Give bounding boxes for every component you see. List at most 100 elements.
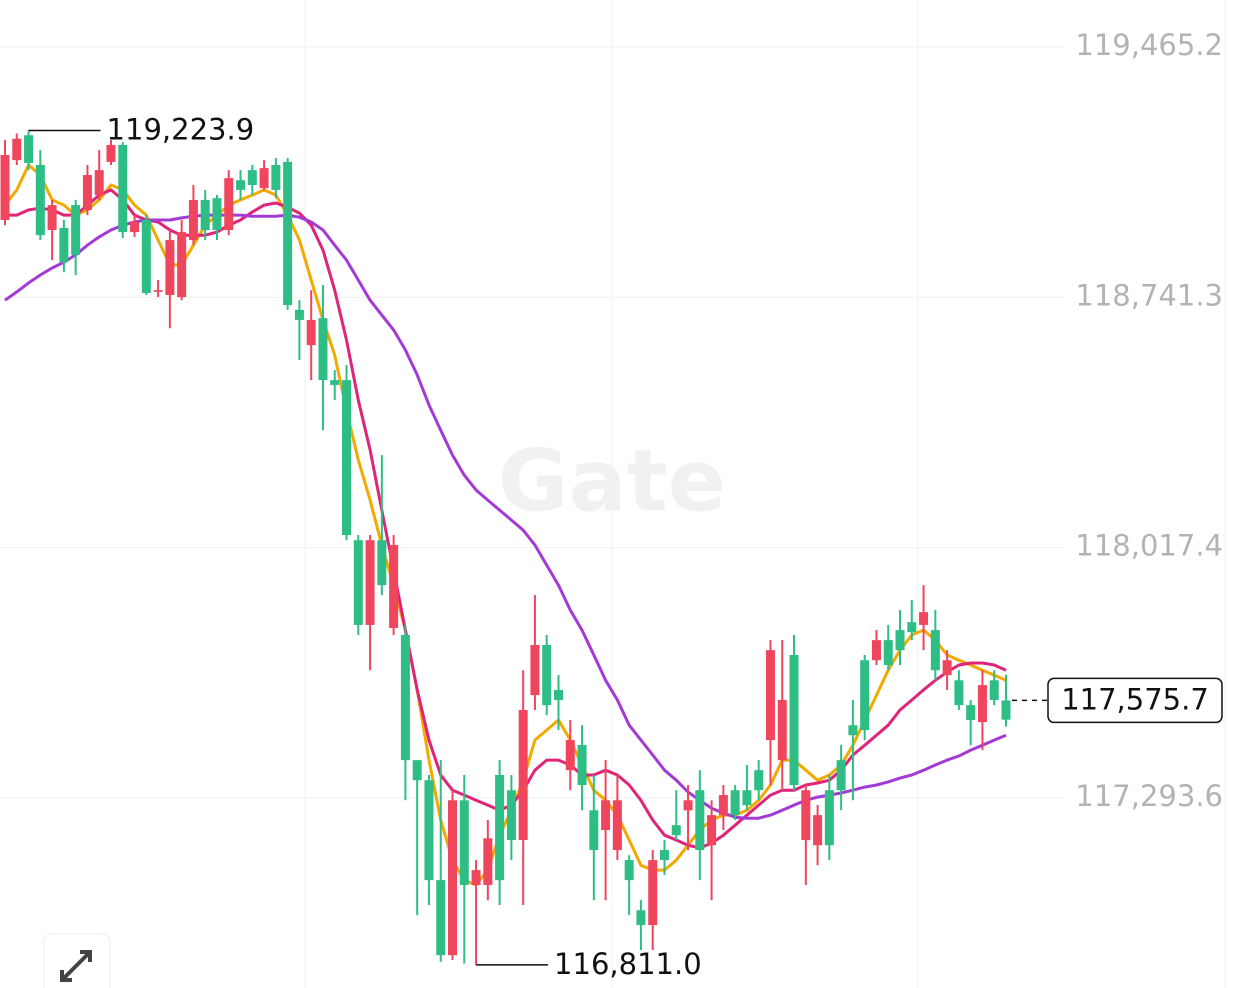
candle-body <box>506 790 516 841</box>
candle-body <box>153 290 163 292</box>
candle-body <box>977 685 987 723</box>
candle-body <box>12 138 22 161</box>
candle-body <box>624 860 634 881</box>
candle-body <box>813 815 823 846</box>
candle-body <box>860 660 870 731</box>
grid <box>0 46 1065 799</box>
candle-body <box>283 161 293 306</box>
candle-body <box>824 790 834 846</box>
candle-body <box>224 178 234 231</box>
candle-body <box>306 319 316 346</box>
candle-body <box>895 630 905 651</box>
candle-body <box>777 699 787 761</box>
ma-line <box>4 213 1007 820</box>
candle-body <box>801 790 811 841</box>
candle-body <box>1001 700 1011 720</box>
candles <box>0 130 1011 965</box>
candle-body <box>412 760 422 781</box>
candle-body <box>436 880 446 956</box>
candle-body <box>671 825 681 836</box>
candle-body <box>495 775 505 881</box>
candle-body <box>648 860 658 926</box>
candle-body <box>365 540 375 625</box>
candle-body <box>707 815 717 846</box>
candle-body <box>542 644 552 706</box>
last-price-box <box>1047 677 1223 724</box>
candle-body <box>848 725 858 736</box>
candle-body <box>24 135 34 163</box>
candle-body <box>59 227 69 263</box>
candle-body <box>601 800 611 830</box>
candle-body <box>353 540 363 625</box>
candle-body <box>259 168 269 189</box>
candle-body <box>200 199 210 231</box>
candle-body <box>836 760 846 791</box>
candle-body <box>377 540 387 586</box>
candle-body <box>130 222 140 233</box>
expand-button[interactable] <box>43 933 111 988</box>
candle-body <box>271 164 281 190</box>
candle-body <box>553 689 563 700</box>
candle-body <box>106 144 116 162</box>
candle-body <box>71 205 81 255</box>
candle-body <box>165 240 175 296</box>
candle-body <box>0 154 10 220</box>
candle-body <box>730 790 740 816</box>
candle-body <box>919 612 929 625</box>
candle-body <box>141 219 151 293</box>
candle-body <box>318 318 328 381</box>
candle-body <box>718 795 728 816</box>
candle-body <box>459 800 469 885</box>
candle-body <box>612 800 622 851</box>
candle-body <box>883 640 893 666</box>
candle-body <box>82 175 92 210</box>
candle-body <box>389 545 399 629</box>
candle-body <box>94 170 104 196</box>
candle-body <box>695 790 705 851</box>
y-tick-label: 118,741.3 <box>1075 278 1223 312</box>
candle-body <box>236 180 246 190</box>
y-tick-label: 119,465.2 <box>1075 28 1223 62</box>
candle-body <box>636 910 646 926</box>
candle-body <box>589 810 599 851</box>
candle-body <box>294 309 304 320</box>
candle-body <box>118 144 128 233</box>
annotation-label: 119,223.9 <box>107 112 255 146</box>
candle-body <box>212 198 222 231</box>
candle-body <box>400 634 410 761</box>
candle-body <box>954 680 964 706</box>
annotation-label: 116,811.0 <box>554 947 702 981</box>
candle-body <box>683 800 693 811</box>
last-price-label: 117,575.7 <box>1061 682 1209 716</box>
candle-body <box>424 780 434 881</box>
candle-body <box>35 164 45 236</box>
candle-body <box>765 650 775 741</box>
candle-body <box>483 838 493 885</box>
candle-body <box>530 644 540 696</box>
candle-body <box>966 705 976 721</box>
candle-body <box>789 655 799 786</box>
candle-body <box>742 790 752 806</box>
candle-body <box>754 770 764 791</box>
candle-body <box>942 660 952 676</box>
candle-body <box>871 640 881 661</box>
candle-body <box>188 199 198 241</box>
candle-body <box>907 622 917 633</box>
candle-body <box>989 680 999 700</box>
y-tick-label: 117,293.6 <box>1075 779 1223 813</box>
candle-body <box>247 170 257 186</box>
labels: 119,465.2 118,741.3 118,017.4 117,293.6 119,… <box>28 28 1223 981</box>
candle-body <box>565 740 575 771</box>
candle-body <box>577 744 587 786</box>
candle-body <box>177 232 187 298</box>
watermark: Gate <box>498 431 726 531</box>
candle-body <box>518 709 528 841</box>
y-tick-label: 118,017.4 <box>1075 529 1223 563</box>
candle-body <box>448 800 458 956</box>
vertical-grid <box>304 0 1226 988</box>
candle-body <box>342 380 352 536</box>
candle-body <box>930 630 940 671</box>
candle-body <box>471 870 481 885</box>
candle-body <box>330 380 340 385</box>
